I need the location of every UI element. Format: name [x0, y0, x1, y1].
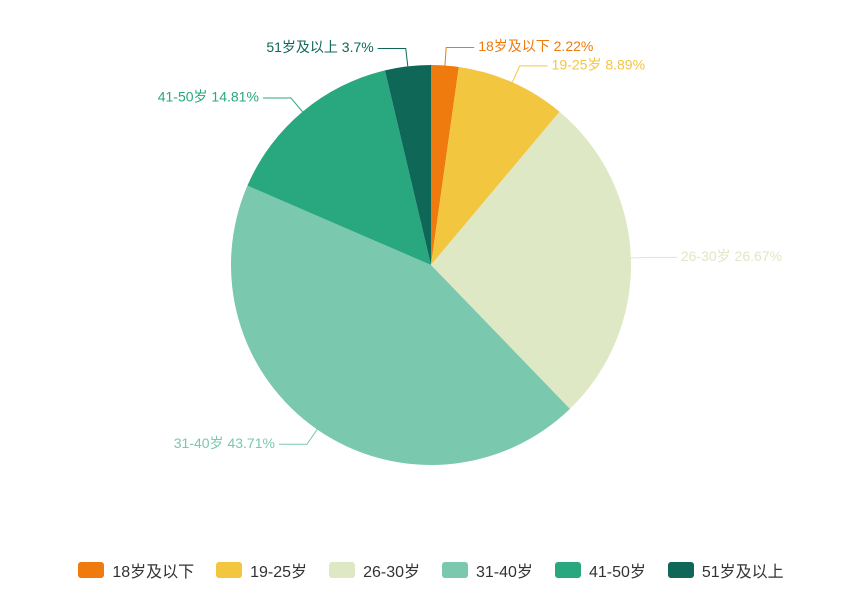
- legend-swatch: [329, 562, 355, 578]
- slice-label: 31-40岁 43.71%: [174, 435, 275, 451]
- legend-swatch: [216, 562, 242, 578]
- slice-leader-line: [631, 257, 677, 258]
- slice-label: 51岁及以上 3.7%: [266, 39, 373, 55]
- legend-label: 51岁及以上: [702, 558, 784, 582]
- slice-leader-line: [263, 98, 303, 112]
- legend-item: 19-25岁: [216, 558, 307, 582]
- legend-label: 26-30岁: [363, 558, 420, 582]
- slice-leader-line: [512, 66, 547, 82]
- legend-label: 31-40岁: [476, 558, 533, 582]
- slice-label: 18岁及以下 2.22%: [478, 38, 593, 54]
- legend-item: 41-50岁: [555, 558, 646, 582]
- slice-leader-line: [445, 48, 474, 66]
- pie-chart-container: 18岁及以下 2.22% 19-25岁 8.89% 26-30岁 26.67% 31-…: [0, 0, 862, 600]
- legend-swatch: [555, 562, 581, 578]
- legend-swatch: [668, 562, 694, 578]
- slice-label: 41-50岁 14.81%: [158, 89, 259, 105]
- legend-item: 26-30岁: [329, 558, 420, 582]
- legend-label: 19-25岁: [250, 558, 307, 582]
- legend: 18岁及以下 19-25岁 26-30岁 31-40岁 41-50岁 51岁及以…: [0, 558, 862, 582]
- slice-leader-line: [378, 48, 408, 66]
- slice-label: 19-25岁 8.89%: [552, 57, 645, 73]
- legend-item: 51岁及以上: [668, 558, 784, 582]
- pie-chart-svg: 18岁及以下 2.22% 19-25岁 8.89% 26-30岁 26.67% 31-…: [0, 0, 862, 540]
- slice-leader-line: [279, 429, 317, 444]
- legend-item: 18岁及以下: [78, 558, 194, 582]
- legend-item: 31-40岁: [442, 558, 533, 582]
- legend-swatch: [78, 562, 104, 578]
- legend-label: 18岁及以下: [112, 558, 194, 582]
- legend-swatch: [442, 562, 468, 578]
- slice-label: 26-30岁 26.67%: [681, 248, 782, 264]
- legend-label: 41-50岁: [589, 558, 646, 582]
